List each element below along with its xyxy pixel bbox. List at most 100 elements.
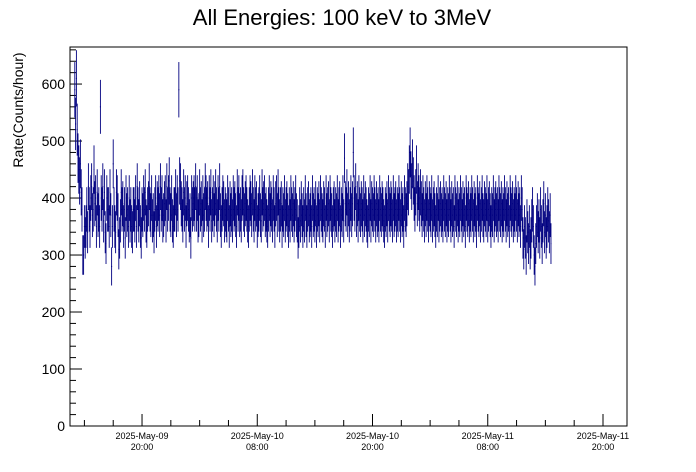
data-point	[504, 175, 506, 221]
data-point	[444, 187, 446, 232]
x-tick-time: 20:00	[592, 442, 615, 452]
data-point	[394, 187, 396, 232]
data-point	[408, 145, 410, 194]
data-point	[188, 199, 190, 243]
data-point	[532, 187, 534, 232]
data-point	[76, 103, 78, 156]
data-point	[147, 181, 149, 227]
data-point	[120, 169, 122, 216]
data-point	[464, 205, 466, 248]
data-point	[387, 199, 389, 243]
data-point	[489, 193, 491, 238]
data-point	[156, 181, 158, 227]
data-point	[106, 175, 108, 221]
data-point	[465, 175, 467, 221]
data-point	[139, 181, 141, 227]
data-point	[352, 127, 354, 178]
data-point	[331, 205, 333, 248]
data-point	[356, 181, 358, 227]
data-point	[216, 199, 218, 243]
data-point	[380, 193, 382, 238]
data-point	[87, 211, 89, 254]
data-point	[207, 181, 209, 227]
data-point	[95, 175, 97, 221]
data-point	[143, 175, 145, 221]
data-point	[176, 175, 178, 221]
data-point	[374, 187, 376, 232]
data-point	[225, 193, 227, 238]
data-point	[466, 187, 468, 232]
data-point	[125, 175, 127, 221]
data-point	[153, 211, 155, 254]
data-point	[498, 175, 500, 221]
data-point	[254, 175, 256, 221]
data-point	[313, 187, 315, 232]
data-point	[496, 193, 498, 238]
data-point	[239, 187, 241, 232]
data-point	[484, 181, 486, 227]
data-point	[491, 187, 493, 232]
data-point	[386, 181, 388, 227]
data-point	[385, 193, 387, 238]
data-point	[255, 187, 257, 232]
data-point	[327, 187, 329, 232]
data-point	[378, 199, 380, 243]
data-point	[476, 205, 478, 248]
data-point	[226, 199, 228, 243]
data-point	[104, 211, 106, 254]
data-point	[213, 193, 215, 238]
data-point	[245, 175, 247, 221]
data-point	[83, 235, 85, 275]
data-point	[279, 187, 281, 232]
data-point	[350, 175, 352, 221]
data-point	[134, 199, 136, 243]
data-point	[403, 205, 405, 248]
data-point	[291, 193, 293, 238]
data-point	[263, 181, 265, 227]
data-point	[79, 139, 81, 189]
data-point	[251, 169, 253, 216]
data-point	[110, 193, 112, 238]
x-tick-time: 20:00	[131, 442, 154, 452]
data-point	[295, 175, 297, 221]
data-point	[271, 199, 273, 243]
data-point	[344, 181, 346, 227]
data-point	[528, 223, 530, 265]
data-point	[523, 229, 525, 270]
data-point	[339, 181, 341, 227]
data-point	[111, 247, 113, 286]
data-point	[164, 175, 166, 221]
data-point	[119, 199, 121, 243]
data-point	[243, 193, 245, 238]
data-point	[129, 199, 131, 243]
data-point	[272, 175, 274, 221]
data-point	[549, 193, 551, 238]
data-point	[511, 193, 513, 238]
data-point	[247, 205, 249, 248]
data-point	[513, 187, 515, 232]
data-point	[281, 205, 283, 248]
data-point	[319, 199, 321, 243]
data-point	[165, 199, 167, 243]
data-point	[543, 181, 545, 227]
data-point	[159, 193, 161, 238]
data-point	[300, 181, 302, 227]
data-point	[166, 163, 168, 210]
data-point	[264, 193, 266, 238]
data-point	[227, 187, 229, 232]
data-point	[87, 163, 89, 210]
y-tick-label: 200	[42, 304, 66, 320]
data-point	[182, 199, 184, 243]
data-point	[93, 145, 95, 194]
data-point	[490, 205, 492, 248]
data-point	[448, 175, 450, 221]
data-point	[259, 193, 261, 238]
data-point	[540, 187, 542, 232]
data-point	[273, 187, 275, 232]
data-point	[348, 181, 349, 227]
data-point	[416, 181, 418, 227]
data-point	[327, 181, 329, 227]
data-point	[359, 187, 361, 232]
data-point	[275, 181, 277, 227]
data-point	[324, 205, 326, 248]
